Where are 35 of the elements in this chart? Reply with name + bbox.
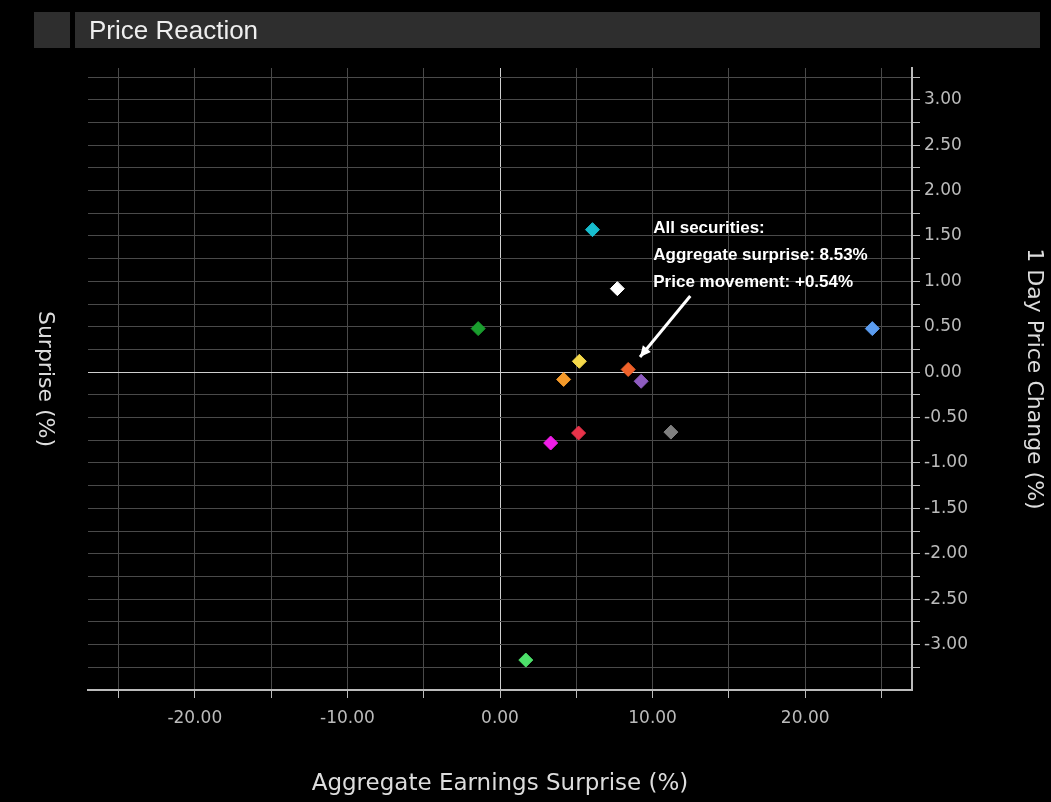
y-tick-label: -3.00	[924, 633, 968, 654]
y-tick-label: 1.50	[924, 224, 962, 245]
point	[543, 435, 559, 451]
point	[571, 353, 587, 369]
point	[584, 222, 600, 238]
point	[518, 652, 534, 668]
y-axis-title: 1 Day Price Change (%)	[1023, 248, 1049, 510]
point	[864, 321, 880, 337]
annotation: All securities: Aggregate surprise: 8.53% Price movement: +0.54%	[653, 217, 868, 291]
chart-title: Price Reaction	[75, 12, 1040, 48]
y-tick-label: 1.00	[924, 269, 962, 290]
x-tick-label: 10.00	[628, 706, 677, 727]
y-tick-label: 2.50	[924, 133, 962, 154]
y-tick-label: -2.50	[924, 587, 968, 608]
y-tick-label: -2.00	[924, 542, 968, 563]
x-axis-title: Aggregate Earnings Surprise (%)	[311, 769, 689, 796]
point	[571, 425, 587, 441]
y-tick-label: -1.00	[924, 451, 968, 472]
x-tick-label: 20.00	[780, 706, 830, 727]
y-tick-label: 3.00	[924, 88, 962, 109]
point	[663, 424, 679, 440]
point	[556, 371, 572, 387]
x-tick-label: -20.00	[167, 706, 223, 727]
point	[620, 361, 636, 377]
point	[609, 281, 625, 297]
x-tick-label: 0.00	[481, 706, 519, 727]
y-tick-label: -1.50	[924, 496, 968, 517]
y-tick-label: 0.00	[924, 360, 962, 381]
point	[470, 321, 486, 337]
x-tick-label: -10.00	[320, 706, 375, 727]
y-tick-label: 0.50	[924, 315, 962, 336]
point	[633, 373, 649, 389]
y-tick-label: 2.00	[924, 179, 962, 200]
text: Surprise (%)	[34, 310, 60, 448]
y-tick-label: -0.50	[924, 406, 968, 427]
